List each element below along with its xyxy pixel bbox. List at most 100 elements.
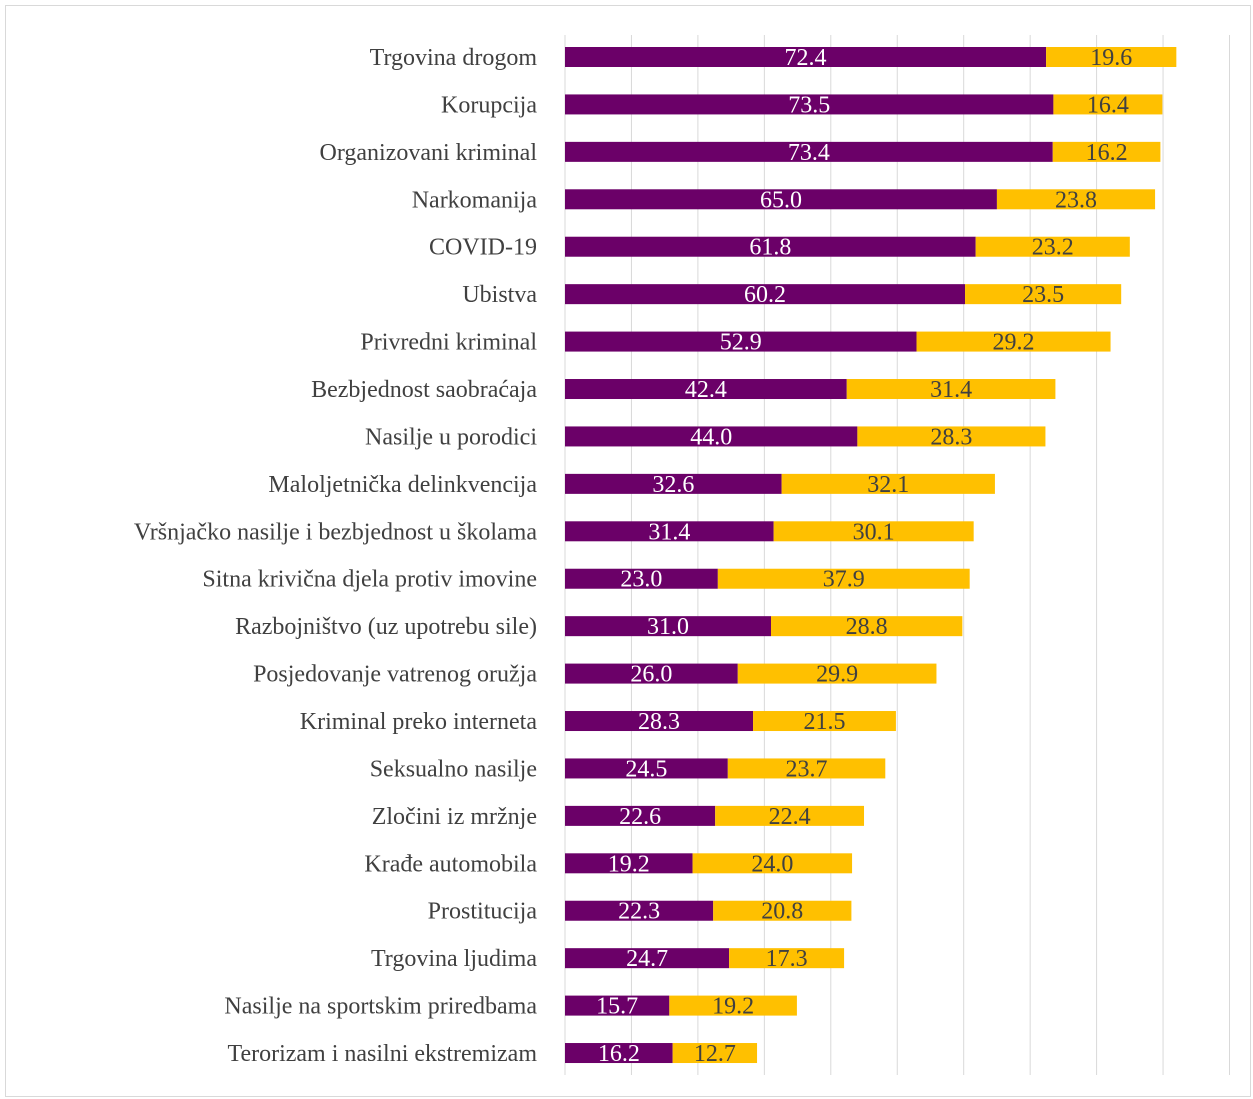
bar-segment-purple: [565, 473, 782, 494]
data-label: 52.9: [720, 330, 762, 356]
category-label: Krađe automobila: [364, 851, 537, 877]
bar-segment-yellow: [717, 568, 970, 589]
bar-segment-purple: [565, 711, 754, 732]
bar-segment-yellow: [965, 284, 1122, 305]
data-label: 22.6: [619, 804, 661, 830]
data-label: 23.8: [1055, 187, 1097, 213]
data-label: 16.4: [1087, 92, 1129, 118]
data-label: 73.5: [788, 92, 830, 118]
data-label: 23.7: [786, 756, 828, 782]
data-label: 23.0: [620, 567, 662, 593]
data-label: 15.7: [596, 994, 638, 1020]
data-label: 31.4: [930, 377, 972, 403]
bar-segment-yellow: [692, 853, 853, 874]
category-label: Sitna krivična djela protiv imovine: [202, 567, 537, 593]
data-label: 29.9: [816, 662, 858, 688]
data-label: 24.7: [626, 946, 668, 972]
data-label: 24.5: [625, 756, 667, 782]
bar-segment-purple: [565, 1043, 673, 1064]
data-label: 17.3: [766, 946, 808, 972]
bar-segment-purple: [565, 616, 771, 637]
bar-segment-purple: [565, 379, 847, 400]
bar-segment-yellow: [737, 663, 937, 684]
data-label: 72.4: [785, 45, 827, 71]
data-label: 16.2: [1086, 140, 1128, 166]
bar-segment-yellow: [781, 473, 995, 494]
data-label: 31.4: [648, 519, 690, 545]
data-label: 21.5: [803, 709, 845, 735]
bar-segment-purple: [565, 948, 730, 969]
category-label: Kriminal preko interneta: [300, 709, 538, 735]
bar-segment-yellow: [672, 1043, 758, 1064]
bar-segment-purple: [565, 426, 858, 447]
bar-segment-yellow: [996, 189, 1156, 210]
bar-segment-purple: [565, 284, 966, 305]
bar-segment-yellow: [1046, 47, 1177, 67]
data-label: 42.4: [685, 377, 727, 403]
bars: [565, 47, 1177, 1064]
data-label: 19.2: [712, 994, 754, 1020]
data-label: 20.8: [761, 899, 803, 925]
bar-segment-purple: [565, 94, 1054, 115]
bar-segment-purple: [565, 853, 693, 874]
category-label: Razbojništvo (uz upotrebu sile): [235, 614, 537, 640]
data-label: 30.1: [853, 519, 895, 545]
bar-segment-yellow: [753, 711, 896, 732]
data-label: 60.2: [744, 282, 786, 308]
category-label: Terorizam i nasilni ekstremizam: [227, 1041, 537, 1067]
bar-segment-yellow: [846, 379, 1056, 400]
category-label: Korupcija: [441, 92, 537, 118]
bar-segment-purple: [565, 331, 917, 352]
data-label: 19.2: [608, 851, 650, 877]
bar-segment-yellow: [1052, 141, 1161, 162]
data-label: 24.0: [751, 851, 793, 877]
data-label: 16.2: [598, 1041, 640, 1067]
category-label: Nasilje na sportskim priredbama: [224, 994, 537, 1020]
category-label: Organizovani kriminal: [320, 140, 538, 166]
bar-segment-yellow: [975, 236, 1130, 257]
data-label: 22.4: [769, 804, 811, 830]
bar-segment-purple: [565, 568, 718, 589]
category-label: Maloljetnička delinkvencija: [268, 472, 537, 498]
bar-segment-purple: [565, 805, 716, 826]
bar-segment-yellow: [727, 758, 886, 779]
bar-segment-yellow: [1053, 94, 1163, 115]
data-label: 31.0: [647, 614, 689, 640]
category-label: Zločini iz mržnje: [372, 804, 537, 830]
data-label: 73.4: [788, 140, 830, 166]
category-label: COVID-19: [429, 235, 537, 261]
bar-segment-purple: [565, 663, 738, 684]
bar-segment-purple: [565, 189, 997, 210]
data-label: 28.8: [846, 614, 888, 640]
data-label: 26.0: [630, 662, 672, 688]
bar-segment-yellow: [715, 805, 865, 826]
data-label: 19.6: [1090, 45, 1132, 71]
bar-segment-yellow: [729, 948, 845, 969]
data-labels: 72.4 19.6 73.5 16.4 73.4 16.2 65.0 23.8 61.8 23.2…: [596, 45, 1132, 1067]
bar-segment-purple: [565, 47, 1047, 67]
data-label: 32.1: [867, 472, 909, 498]
bar-segment-yellow: [916, 331, 1111, 352]
category-label: Trgovina ljudima: [371, 946, 537, 972]
data-label: 37.9: [823, 567, 865, 593]
bar-segment-yellow: [770, 616, 963, 637]
data-label: 65.0: [760, 187, 802, 213]
data-label: 23.5: [1022, 282, 1064, 308]
bar-segment-yellow: [773, 521, 974, 542]
bar-segment-purple: [565, 521, 774, 542]
bar-segment-purple: [565, 900, 714, 921]
data-label: 61.8: [749, 235, 791, 261]
bar-segment-yellow: [857, 426, 1046, 447]
data-label: 28.3: [638, 709, 680, 735]
category-label: Bezbjednost saobraćaja: [311, 377, 537, 403]
data-label: 23.2: [1032, 235, 1074, 261]
data-label: 29.2: [993, 330, 1035, 356]
category-label: Privredni kriminal: [360, 330, 537, 356]
category-labels: Trgovina drogom Korupcija Organizovani kri…: [134, 45, 537, 1067]
bar-segment-yellow: [669, 995, 797, 1016]
data-label: 12.7: [694, 1041, 736, 1067]
bar-segment-purple: [565, 141, 1053, 162]
category-label: Trgovina drogom: [370, 45, 538, 71]
data-label: 22.3: [618, 899, 660, 925]
